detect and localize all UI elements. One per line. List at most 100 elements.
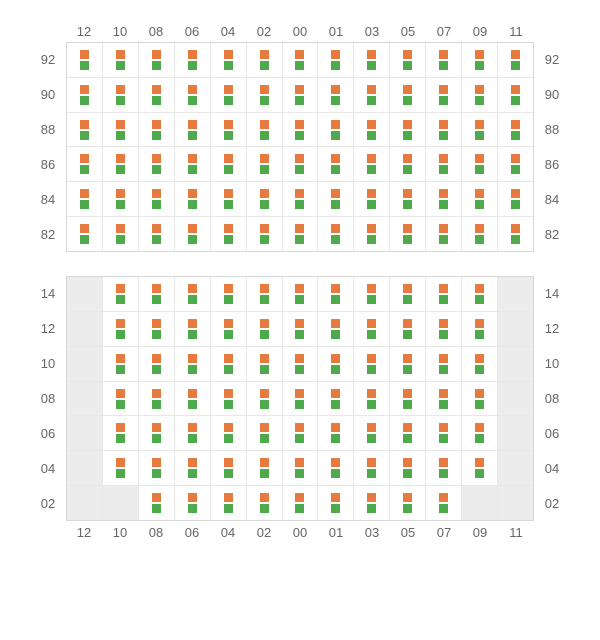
slot-cell [317,347,353,381]
slot-cell [102,382,138,416]
slot-cell [353,113,389,147]
status-marker-a [475,423,484,432]
status-marker-a [367,389,376,398]
status-marker-b [116,330,125,339]
slot-cell [102,147,138,181]
column-label: 11 [498,24,534,39]
status-marker-b [188,165,197,174]
row-label: 02 [30,486,66,521]
slot-cell [210,382,246,416]
slot-cell [317,182,353,216]
slot-cell [210,43,246,77]
status-marker-b [403,235,412,244]
column-label: 06 [174,525,210,540]
status-marker-b [224,96,233,105]
slot-cell [174,43,210,77]
slot-cell [174,277,210,311]
status-marker-a [295,319,304,328]
status-marker-b [403,434,412,443]
slot-cell [174,113,210,147]
status-marker-b [439,235,448,244]
column-label: 12 [66,525,102,540]
slot-cell [246,182,282,216]
status-marker-a [367,50,376,59]
slot-cell [174,416,210,450]
right-row-axis: 14121008060402 [534,276,570,521]
status-marker-b [152,96,161,105]
status-marker-a [152,493,161,502]
column-label: 10 [102,24,138,39]
slot-cell [389,43,425,77]
slot-cell [282,217,318,251]
status-marker-a [224,50,233,59]
column-label: 05 [390,24,426,39]
column-axis: 12100806040200010305070911 [30,521,570,543]
slot-cell [497,486,533,520]
slot-cell [138,486,174,520]
slot-cell [282,78,318,112]
status-marker-b [475,365,484,374]
status-marker-b [367,200,376,209]
slot-cell [389,147,425,181]
slot-cell [425,147,461,181]
slot-cell [389,78,425,112]
status-marker-b [80,131,89,140]
slot-cell [210,277,246,311]
column-label: 07 [426,24,462,39]
slot-cell [67,43,102,77]
column-label: 09 [462,525,498,540]
slot-cell [210,451,246,485]
status-marker-b [152,131,161,140]
status-marker-b [439,365,448,374]
slot-cell [389,312,425,346]
status-marker-a [475,120,484,129]
status-marker-a [403,389,412,398]
slot-grid [66,42,534,252]
column-label: 07 [426,525,462,540]
status-marker-b [152,400,161,409]
slot-cell [353,182,389,216]
slot-cell [425,78,461,112]
status-marker-b [475,131,484,140]
row-label: 12 [534,311,570,346]
slot-cell [425,416,461,450]
status-marker-a [188,354,197,363]
slot-cell [425,347,461,381]
slot-cell [389,347,425,381]
grid-row [67,112,533,147]
grid-row [67,450,533,485]
column-axis: 12100806040200010305070911 [30,20,570,42]
slot-cell [282,113,318,147]
status-marker-a [295,85,304,94]
slot-cell [67,486,102,520]
status-marker-a [295,284,304,293]
status-marker-b [331,131,340,140]
status-marker-b [260,131,269,140]
status-marker-b [224,295,233,304]
status-marker-b [152,330,161,339]
row-label: 04 [30,451,66,486]
status-marker-a [511,120,520,129]
column-label: 00 [282,525,318,540]
status-marker-b [331,469,340,478]
status-marker-a [152,423,161,432]
status-marker-a [224,319,233,328]
status-marker-b [116,96,125,105]
status-marker-b [260,469,269,478]
status-marker-b [224,434,233,443]
status-marker-b [439,200,448,209]
column-label: 03 [354,24,390,39]
status-marker-a [439,85,448,94]
status-marker-b [295,330,304,339]
slot-cell [461,416,497,450]
slot-cell [67,182,102,216]
slot-cell [425,277,461,311]
slot-cell [425,312,461,346]
status-marker-b [403,365,412,374]
status-marker-a [475,319,484,328]
status-marker-b [224,504,233,513]
status-marker-b [295,295,304,304]
status-marker-b [295,400,304,409]
slot-cell [353,486,389,520]
slot-cell [246,147,282,181]
